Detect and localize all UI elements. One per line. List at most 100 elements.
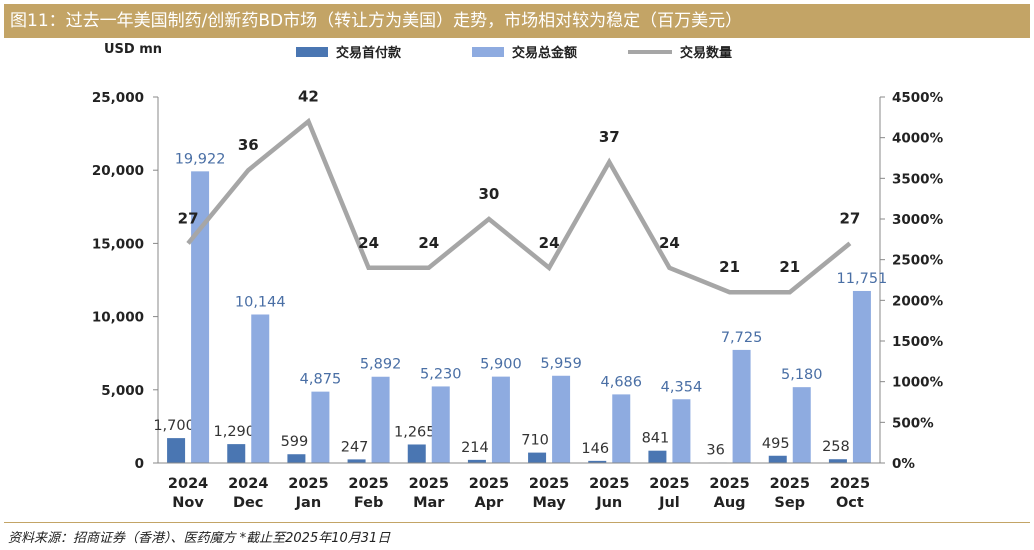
right-tick-label: 2500% — [892, 253, 944, 269]
count-label: 24 — [358, 234, 379, 252]
total-label: 5,900 — [480, 357, 522, 373]
total-bar — [491, 376, 510, 463]
legend-label: 交易数量 — [680, 45, 732, 61]
count-line-path — [186, 117, 852, 295]
total-label: 10,144 — [235, 294, 286, 310]
x-tick-label: 2025 Apr — [469, 476, 509, 511]
right-tick-label: 3500% — [892, 171, 944, 187]
chart-area: 交易首付款 交易总金额 交易数量 USD mn 0 5,000 10,000 15,000… — [92, 42, 944, 511]
upfront-label: 36 — [706, 442, 724, 458]
x-tick-label: 2025 Jun — [589, 476, 629, 511]
total-bar — [371, 376, 390, 463]
left-tick-label: 5,000 — [101, 383, 144, 399]
x-tick-label: 2025 Sep — [770, 476, 810, 511]
left-tick-label: 20,000 — [92, 163, 144, 179]
x-axis: 2024 Nov 2024 Dec 2025 Jan 2025 Feb 2025 Mar 2025 A… — [158, 462, 880, 511]
x-tick-label: 2024 Dec — [228, 476, 268, 511]
source-note: 资料来源：招商证券（香港）、医药魔方 *截止至2025年10月31日 — [8, 531, 391, 546]
upfront-label: 214 — [461, 440, 489, 456]
upfront-bar — [467, 459, 486, 463]
upfront-bar — [648, 450, 667, 463]
chart-title: 图11：过去一年美国制药/创新药BD市场（转让方为美国）走势，市场相对较为稳定（… — [4, 4, 1030, 38]
total-label: 5,180 — [781, 367, 823, 383]
right-tick-label: 4000% — [892, 131, 944, 147]
total-bar — [732, 349, 751, 463]
total-bar — [792, 387, 811, 463]
left-tick-label: 15,000 — [92, 236, 144, 252]
upfront-bar — [407, 444, 426, 463]
upfront-label: 247 — [341, 439, 369, 455]
total-bar — [191, 171, 210, 463]
upfront-bar — [588, 460, 607, 463]
upfront-bar — [347, 459, 366, 463]
total-label: 4,875 — [300, 372, 342, 388]
bars: 1,700 1,290 599 247 1,265 214 710 146 841 36 495 25… — [153, 151, 887, 463]
count-label: 21 — [719, 258, 740, 276]
total-bar — [552, 375, 571, 463]
upfront-label: 1,265 — [394, 424, 436, 440]
right-tick-label: 500% — [892, 415, 934, 431]
right-tick-label: 2000% — [892, 293, 944, 309]
count-label: 21 — [779, 258, 800, 276]
count-line: 27 36 42 24 24 30 24 37 24 21 21 27 — [178, 87, 860, 295]
right-axis: 0% 500% 1000% 1500% 2000% 2500% 3000% 3500% 4000… — [879, 90, 944, 472]
footer-divider — [4, 522, 1030, 523]
x-tick-label: 2025 Oct — [830, 476, 870, 511]
x-tick-label: 2025 Mar — [409, 476, 449, 511]
left-tick-label: 25,000 — [92, 90, 144, 106]
count-label: 36 — [238, 136, 259, 154]
count-label: 30 — [478, 185, 499, 203]
x-tick-label: 2025 May — [529, 476, 569, 511]
total-label: 7,725 — [721, 330, 763, 346]
count-label: 27 — [839, 209, 860, 227]
total-label: 19,922 — [175, 151, 226, 167]
right-tick-label: 0% — [892, 456, 915, 472]
upfront-label: 258 — [822, 439, 850, 455]
count-label: 24 — [539, 234, 560, 252]
upfront-label: 710 — [521, 433, 549, 449]
upfront-bar — [528, 452, 547, 463]
right-tick-label: 3000% — [892, 212, 944, 228]
upfront-label: 1,700 — [153, 418, 195, 434]
x-tick-label: 2024 Nov — [168, 476, 208, 511]
legend-swatch — [472, 47, 504, 57]
total-bar — [852, 290, 871, 463]
x-tick-label: 2025 Aug — [709, 476, 749, 511]
total-bar — [311, 391, 330, 463]
x-tick-label: 2025 Jul — [649, 476, 689, 511]
total-label: 4,354 — [661, 379, 703, 395]
count-label: 37 — [599, 128, 620, 146]
legend-label: 交易首付款 — [336, 45, 402, 61]
count-label: 27 — [178, 209, 199, 227]
legend-swatch — [296, 47, 328, 57]
total-bar — [431, 386, 450, 463]
upfront-bar — [167, 438, 186, 463]
right-tick-label: 1000% — [892, 375, 944, 391]
count-label: 24 — [659, 234, 680, 252]
right-tick-label: 4500% — [892, 90, 944, 106]
upfront-bar — [287, 454, 306, 463]
x-tick-label: 2025 Feb — [348, 476, 388, 511]
upfront-label: 599 — [281, 434, 309, 450]
upfront-label: 495 — [762, 436, 790, 452]
total-label: 4,686 — [600, 374, 642, 390]
y-axis-label: USD mn — [104, 42, 162, 57]
total-label: 5,892 — [360, 357, 402, 373]
x-tick-label: 2025 Jan — [288, 476, 328, 511]
left-axis: 0 5,000 10,000 15,000 20,000 25,000 — [92, 90, 159, 472]
upfront-bar — [227, 444, 246, 463]
upfront-label: 146 — [581, 441, 609, 457]
upfront-label: 1,290 — [213, 424, 255, 440]
legend-label: 交易总金额 — [512, 45, 577, 61]
left-tick-label: 10,000 — [92, 310, 144, 326]
left-tick-label: 0 — [135, 456, 144, 472]
total-bar — [672, 399, 691, 463]
upfront-bar — [768, 455, 787, 463]
total-bar — [251, 314, 270, 463]
total-label: 11,751 — [837, 271, 888, 287]
count-label: 42 — [298, 87, 319, 105]
upfront-bar — [828, 459, 847, 463]
count-label: 24 — [418, 234, 439, 252]
upfront-label: 841 — [642, 431, 670, 447]
right-tick-label: 1500% — [892, 334, 944, 350]
